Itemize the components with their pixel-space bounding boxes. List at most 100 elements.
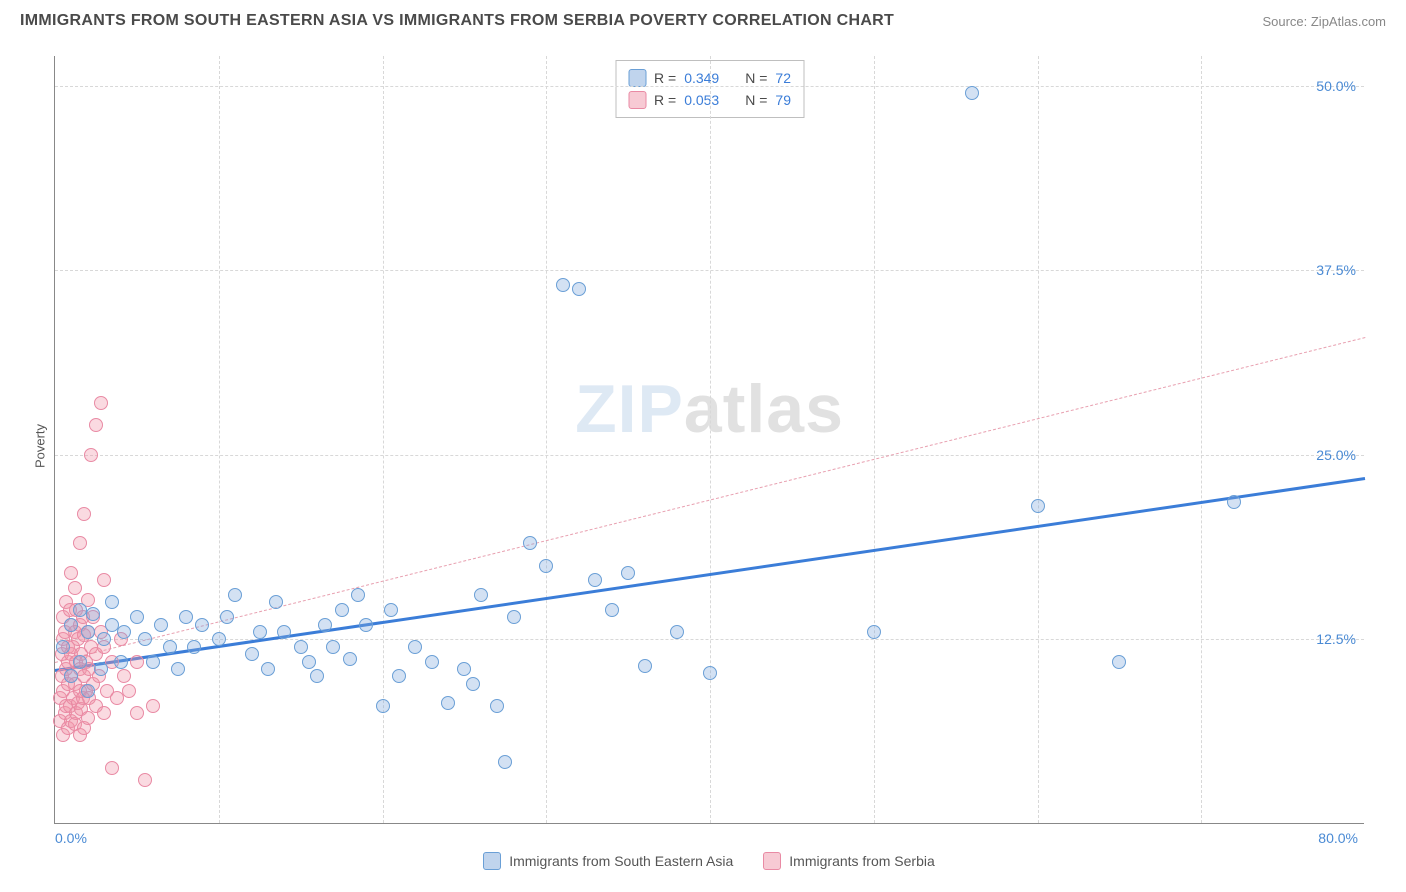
scatter-point bbox=[138, 632, 152, 646]
scatter-point bbox=[621, 566, 635, 580]
legend-item: Immigrants from Serbia bbox=[763, 852, 934, 870]
n-label: N = bbox=[745, 92, 767, 108]
source-label: Source: ZipAtlas.com bbox=[1262, 14, 1386, 29]
scatter-point bbox=[466, 677, 480, 691]
scatter-point bbox=[117, 669, 131, 683]
y-tick-label: 25.0% bbox=[1316, 447, 1356, 463]
grid-line bbox=[219, 56, 220, 823]
scatter-point bbox=[523, 536, 537, 550]
scatter-point bbox=[490, 699, 504, 713]
swatch-pink-icon bbox=[628, 91, 646, 109]
scatter-point bbox=[318, 618, 332, 632]
legend-item: Immigrants from South Eastern Asia bbox=[483, 852, 733, 870]
swatch-pink-icon bbox=[763, 852, 781, 870]
scatter-point bbox=[670, 625, 684, 639]
scatter-point bbox=[73, 536, 87, 550]
watermark-zip: ZIP bbox=[575, 371, 684, 447]
scatter-point bbox=[68, 581, 82, 595]
n-value: 79 bbox=[775, 92, 791, 108]
scatter-point bbox=[94, 396, 108, 410]
scatter-point bbox=[867, 625, 881, 639]
watermark-atlas: atlas bbox=[684, 371, 844, 447]
scatter-point bbox=[1112, 655, 1126, 669]
swatch-blue-icon bbox=[628, 69, 646, 87]
scatter-point bbox=[425, 655, 439, 669]
scatter-point bbox=[84, 448, 98, 462]
scatter-point bbox=[73, 603, 87, 617]
scatter-point bbox=[212, 632, 226, 646]
n-value: 72 bbox=[775, 70, 791, 86]
r-label: R = bbox=[654, 70, 676, 86]
scatter-point bbox=[351, 588, 365, 602]
scatter-point bbox=[105, 595, 119, 609]
grid-line bbox=[546, 56, 547, 823]
grid-line bbox=[710, 56, 711, 823]
y-tick-label: 50.0% bbox=[1316, 78, 1356, 94]
x-tick-label: 80.0% bbox=[1318, 830, 1358, 846]
grid-line bbox=[874, 56, 875, 823]
scatter-point bbox=[539, 559, 553, 573]
scatter-point bbox=[77, 507, 91, 521]
scatter-point bbox=[441, 696, 455, 710]
scatter-point bbox=[343, 652, 357, 666]
scatter-point bbox=[130, 610, 144, 624]
legend-label: Immigrants from Serbia bbox=[789, 853, 934, 869]
scatter-point bbox=[556, 278, 570, 292]
scatter-point bbox=[146, 699, 160, 713]
scatter-point bbox=[130, 706, 144, 720]
scatter-point bbox=[97, 632, 111, 646]
y-tick-label: 37.5% bbox=[1316, 262, 1356, 278]
scatter-point bbox=[81, 684, 95, 698]
scatter-point bbox=[605, 603, 619, 617]
scatter-point bbox=[302, 655, 316, 669]
scatter-point bbox=[269, 595, 283, 609]
scatter-point bbox=[384, 603, 398, 617]
scatter-point bbox=[261, 662, 275, 676]
n-label: N = bbox=[745, 70, 767, 86]
scatter-point bbox=[179, 610, 193, 624]
scatter-point bbox=[97, 706, 111, 720]
scatter-point bbox=[228, 588, 242, 602]
x-tick-label: 0.0% bbox=[55, 830, 87, 846]
scatter-point bbox=[122, 684, 136, 698]
scatter-point bbox=[703, 666, 717, 680]
scatter-point bbox=[146, 655, 160, 669]
scatter-point bbox=[138, 773, 152, 787]
scatter-point bbox=[81, 711, 95, 725]
scatter-point bbox=[97, 573, 111, 587]
scatter-point bbox=[326, 640, 340, 654]
scatter-point bbox=[89, 418, 103, 432]
legend-label: Immigrants from South Eastern Asia bbox=[509, 853, 733, 869]
scatter-point bbox=[117, 625, 131, 639]
scatter-point bbox=[94, 662, 108, 676]
scatter-point bbox=[64, 669, 78, 683]
scatter-point bbox=[408, 640, 422, 654]
scatter-point bbox=[81, 625, 95, 639]
scatter-point bbox=[474, 588, 488, 602]
scatter-chart: ZIPatlas R = 0.349 N = 72 R = 0.053 N = … bbox=[54, 56, 1364, 824]
scatter-point bbox=[965, 86, 979, 100]
r-value: 0.053 bbox=[684, 92, 719, 108]
scatter-point bbox=[376, 699, 390, 713]
scatter-point bbox=[359, 618, 373, 632]
scatter-point bbox=[114, 655, 128, 669]
scatter-point bbox=[187, 640, 201, 654]
header: IMMIGRANTS FROM SOUTH EASTERN ASIA VS IM… bbox=[0, 0, 1406, 38]
scatter-point bbox=[498, 755, 512, 769]
chart-title: IMMIGRANTS FROM SOUTH EASTERN ASIA VS IM… bbox=[20, 12, 894, 30]
grid-line bbox=[1201, 56, 1202, 823]
y-axis-label: Poverty bbox=[33, 424, 48, 468]
y-tick-label: 12.5% bbox=[1316, 631, 1356, 647]
scatter-point bbox=[64, 618, 78, 632]
scatter-point bbox=[1031, 499, 1045, 513]
scatter-point bbox=[392, 669, 406, 683]
scatter-point bbox=[335, 603, 349, 617]
scatter-point bbox=[195, 618, 209, 632]
scatter-point bbox=[171, 662, 185, 676]
scatter-point bbox=[507, 610, 521, 624]
scatter-point bbox=[294, 640, 308, 654]
scatter-point bbox=[86, 607, 100, 621]
scatter-point bbox=[638, 659, 652, 673]
scatter-point bbox=[588, 573, 602, 587]
scatter-point bbox=[64, 566, 78, 580]
